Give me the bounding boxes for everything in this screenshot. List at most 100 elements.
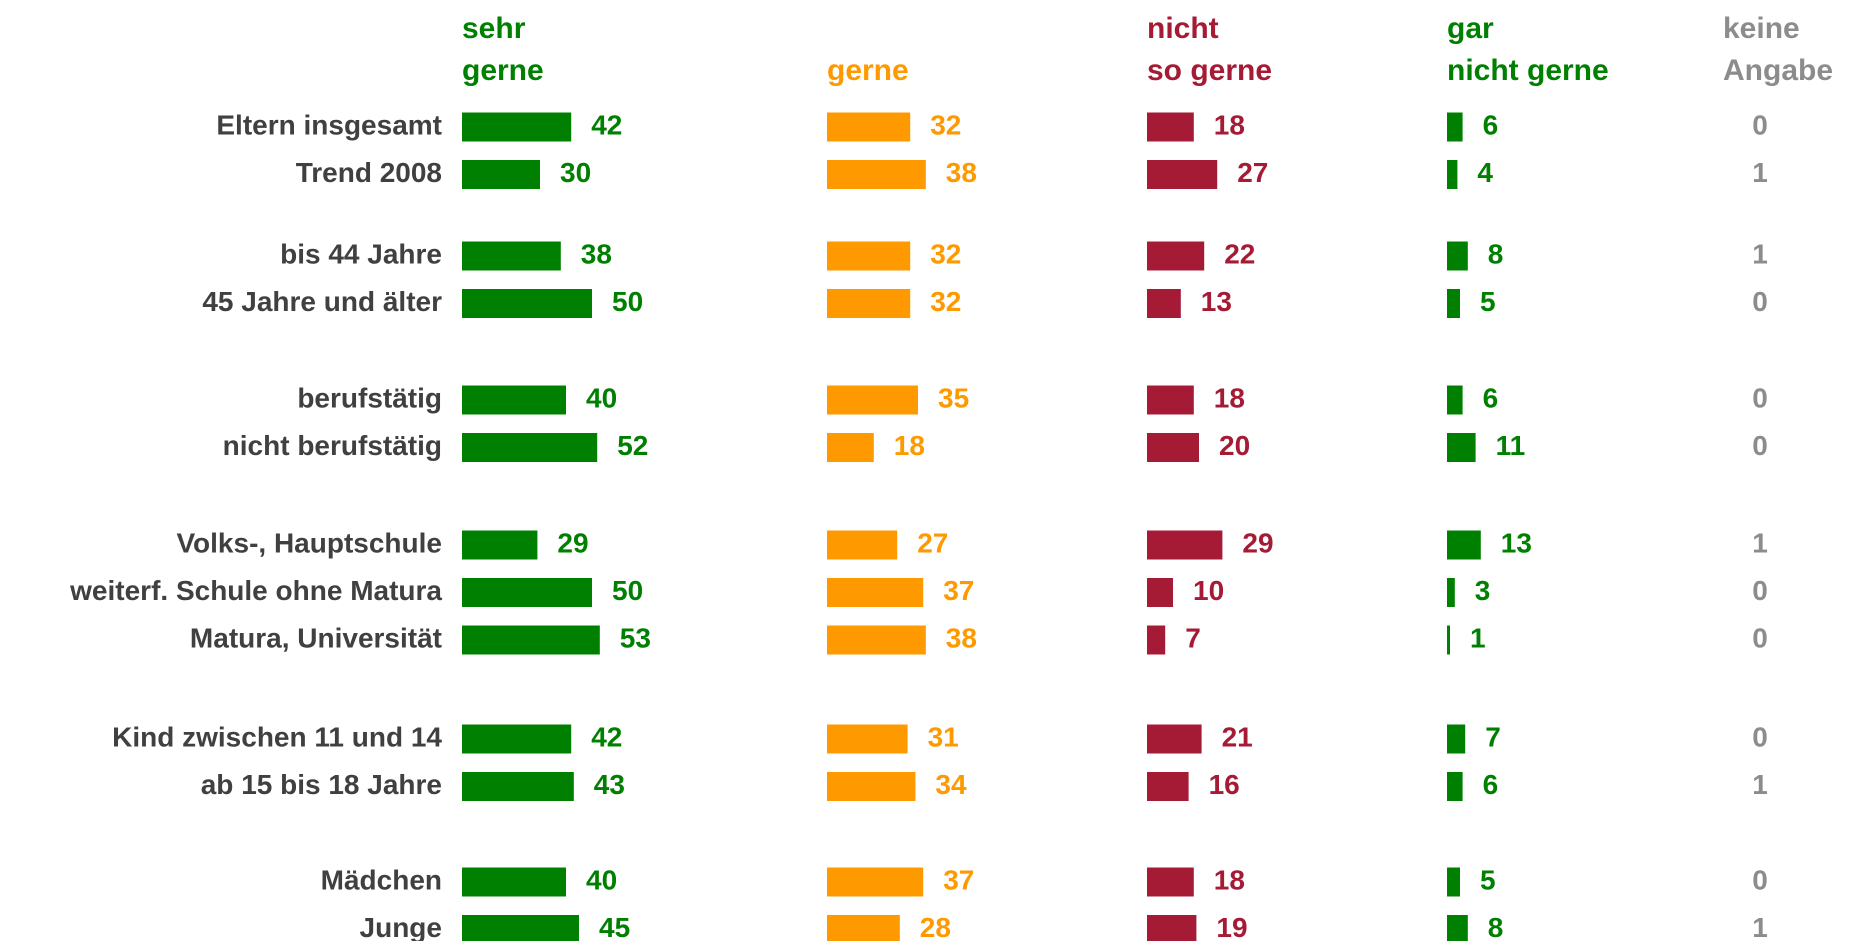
value-label-nicht-so-gerne: 18: [1214, 109, 1245, 140]
column-header-gar-nicht-gerne: nicht gerne: [1447, 54, 1609, 87]
value-label-nicht-so-gerne: 16: [1209, 769, 1240, 800]
bar-nicht-so-gerne: [1147, 915, 1196, 941]
bar-sehr-gerne: [462, 433, 597, 462]
row-label: weiterf. Schule ohne Matura: [69, 575, 442, 606]
column-header-keine-angabe: Angabe: [1723, 54, 1833, 87]
column-header-gerne: gerne: [827, 54, 909, 87]
bar-gar-nicht-gerne: [1447, 160, 1457, 189]
value-label-sehr-gerne: 38: [581, 238, 612, 269]
value-label-nicht-so-gerne: 19: [1216, 912, 1247, 941]
value-label-gerne: 31: [928, 721, 959, 752]
value-label-sehr-gerne: 42: [591, 721, 622, 752]
value-label-gar-nicht-gerne: 8: [1488, 912, 1504, 941]
bar-nicht-so-gerne: [1147, 578, 1173, 607]
value-label-keine-angabe: 0: [1752, 109, 1768, 140]
column-header-gar-nicht-gerne: gar: [1447, 12, 1494, 45]
value-label-keine-angabe: 0: [1752, 430, 1768, 461]
value-label-keine-angabe: 0: [1752, 622, 1768, 653]
bar-gar-nicht-gerne: [1447, 915, 1468, 941]
value-label-keine-angabe: 1: [1752, 527, 1768, 558]
bar-gar-nicht-gerne: [1447, 626, 1450, 655]
value-label-sehr-gerne: 43: [594, 769, 625, 800]
value-label-nicht-so-gerne: 10: [1193, 575, 1224, 606]
value-label-nicht-so-gerne: 21: [1222, 721, 1253, 752]
value-label-nicht-so-gerne: 7: [1185, 622, 1201, 653]
bar-nicht-so-gerne: [1147, 772, 1189, 801]
value-label-keine-angabe: 1: [1752, 912, 1768, 941]
row-label: Junge: [360, 912, 442, 941]
bar-gar-nicht-gerne: [1447, 289, 1460, 318]
column-header-sehr-gerne: gerne: [462, 54, 544, 87]
column-header-sehr-gerne: sehr: [462, 12, 526, 45]
row-label: Trend 2008: [296, 157, 442, 188]
row-label: bis 44 Jahre: [280, 238, 442, 269]
value-label-gerne: 32: [930, 238, 961, 269]
bar-nicht-so-gerne: [1147, 242, 1204, 271]
value-label-nicht-so-gerne: 13: [1201, 286, 1232, 317]
value-label-sehr-gerne: 30: [560, 157, 591, 188]
value-label-nicht-so-gerne: 22: [1224, 238, 1255, 269]
value-label-keine-angabe: 0: [1752, 286, 1768, 317]
bar-gar-nicht-gerne: [1447, 725, 1465, 754]
bar-gerne: [827, 772, 915, 801]
bar-gerne: [827, 113, 910, 142]
value-label-nicht-so-gerne: 18: [1214, 864, 1245, 895]
value-label-sehr-gerne: 50: [612, 575, 643, 606]
value-label-keine-angabe: 0: [1752, 575, 1768, 606]
column-header-nicht-so-gerne: so gerne: [1147, 54, 1272, 87]
bar-sehr-gerne: [462, 160, 540, 189]
bar-gar-nicht-gerne: [1447, 113, 1463, 142]
value-label-sehr-gerne: 29: [557, 527, 588, 558]
bar-nicht-so-gerne: [1147, 433, 1199, 462]
value-label-keine-angabe: 1: [1752, 769, 1768, 800]
value-label-gerne: 28: [920, 912, 951, 941]
value-label-nicht-so-gerne: 20: [1219, 430, 1250, 461]
bar-nicht-so-gerne: [1147, 725, 1202, 754]
value-label-keine-angabe: 0: [1752, 864, 1768, 895]
value-label-gerne: 38: [946, 622, 977, 653]
row-label: Volks-, Hauptschule: [176, 527, 442, 558]
bar-gerne: [827, 531, 897, 560]
bar-gerne: [827, 578, 923, 607]
bar-nicht-so-gerne: [1147, 386, 1194, 415]
value-label-gar-nicht-gerne: 13: [1501, 527, 1532, 558]
bar-gar-nicht-gerne: [1447, 433, 1476, 462]
value-label-gar-nicht-gerne: 3: [1475, 575, 1491, 606]
bar-nicht-so-gerne: [1147, 531, 1222, 560]
value-label-gerne: 34: [935, 769, 967, 800]
value-label-nicht-so-gerne: 18: [1214, 382, 1245, 413]
bar-sehr-gerne: [462, 113, 571, 142]
row-label: nicht berufstätig: [223, 430, 442, 461]
value-label-nicht-so-gerne: 29: [1242, 527, 1273, 558]
value-label-sehr-gerne: 42: [591, 109, 622, 140]
row-label: ab 15 bis 18 Jahre: [201, 769, 442, 800]
column-header-nicht-so-gerne: nicht: [1147, 12, 1219, 45]
row-label: Eltern insgesamt: [216, 109, 442, 140]
bar-gerne: [827, 626, 926, 655]
bar-sehr-gerne: [462, 725, 571, 754]
value-label-sehr-gerne: 40: [586, 864, 617, 895]
bar-gar-nicht-gerne: [1447, 386, 1463, 415]
value-label-gar-nicht-gerne: 1: [1470, 622, 1486, 653]
bar-sehr-gerne: [462, 772, 574, 801]
value-label-nicht-so-gerne: 27: [1237, 157, 1268, 188]
value-label-gar-nicht-gerne: 6: [1483, 382, 1499, 413]
bar-gerne: [827, 868, 923, 897]
bar-sehr-gerne: [462, 626, 600, 655]
value-label-sehr-gerne: 52: [617, 430, 648, 461]
value-label-gar-nicht-gerne: 4: [1477, 157, 1493, 188]
bar-sehr-gerne: [462, 531, 537, 560]
bar-sehr-gerne: [462, 386, 566, 415]
bar-gerne: [827, 433, 874, 462]
bar-gerne: [827, 386, 918, 415]
value-label-sehr-gerne: 45: [599, 912, 630, 941]
bar-gerne: [827, 915, 900, 941]
value-label-gerne: 37: [943, 575, 974, 606]
bar-gerne: [827, 242, 910, 271]
value-label-gerne: 32: [930, 286, 961, 317]
bar-gar-nicht-gerne: [1447, 578, 1455, 607]
bar-sehr-gerne: [462, 578, 592, 607]
value-label-gar-nicht-gerne: 8: [1488, 238, 1504, 269]
value-label-gar-nicht-gerne: 6: [1483, 769, 1499, 800]
value-label-gar-nicht-gerne: 5: [1480, 286, 1496, 317]
